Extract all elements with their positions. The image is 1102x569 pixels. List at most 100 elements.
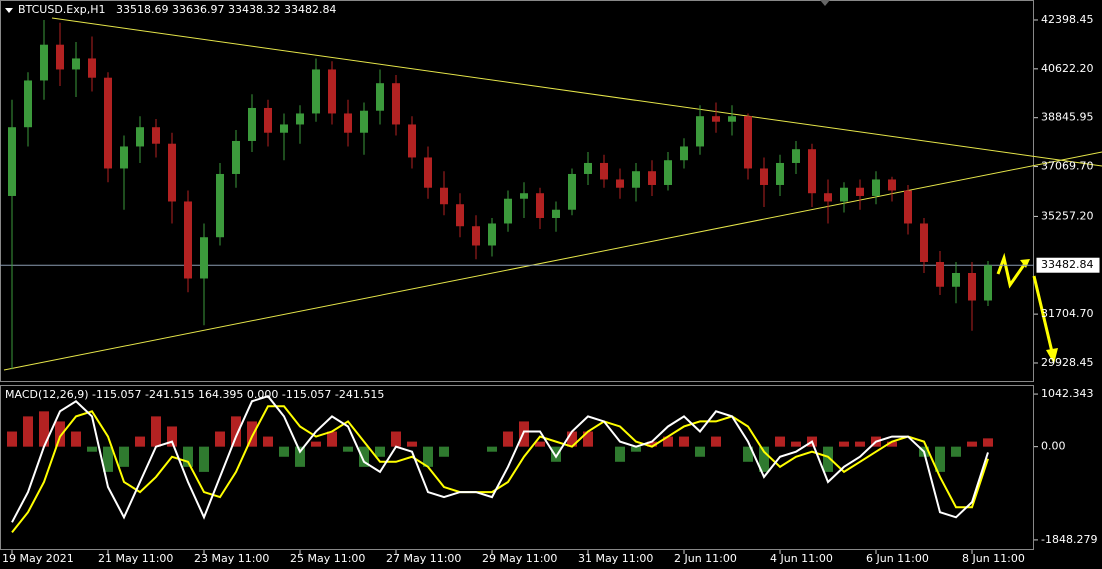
y-tick-label: 37069.70 [1041, 160, 1094, 173]
candle-body [600, 162, 608, 180]
candle-body [936, 261, 944, 287]
x-tick-label: 29 May 11:00 [482, 552, 557, 565]
candle-body [40, 44, 48, 81]
histogram-bar [119, 446, 129, 467]
histogram-bar [983, 438, 993, 447]
candle-body [552, 209, 560, 218]
candle-body [840, 187, 848, 202]
candle-body [968, 272, 976, 301]
histogram-bar [503, 431, 513, 447]
histogram-bar [519, 421, 529, 447]
candle-body [888, 179, 896, 191]
histogram-bar [215, 431, 225, 447]
candle-body [872, 179, 880, 196]
scroll-marker [820, 0, 830, 6]
histogram-bar [535, 441, 545, 447]
histogram-bar [231, 416, 241, 447]
histogram-bar [55, 421, 65, 447]
histogram-bar [663, 436, 673, 447]
histogram-bar [839, 441, 849, 447]
projection-arrow [1032, 275, 1054, 353]
macd-line [11, 395, 989, 523]
x-tick-label: 2 Jun 11:00 [674, 552, 737, 565]
histogram-bar [551, 446, 561, 462]
histogram-bar [967, 441, 977, 447]
histogram-bar [247, 421, 257, 447]
candle-body [648, 171, 656, 185]
candle-body [312, 69, 320, 114]
x-tick-label: 25 May 11:00 [290, 552, 365, 565]
candle-body [424, 157, 432, 188]
histogram-bar [935, 446, 945, 472]
x-tick-label: 31 May 11:00 [578, 552, 653, 565]
histogram-bar [135, 436, 145, 447]
candle-body [536, 193, 544, 218]
signal-line [11, 405, 989, 534]
candle-body [856, 187, 864, 196]
y-tick-label: 38845.95 [1041, 111, 1094, 124]
candle-body [824, 193, 832, 202]
histogram-bar [423, 446, 433, 467]
histogram-bar [951, 446, 961, 457]
y-tick-label: 40622.20 [1041, 62, 1094, 75]
histogram-bar [887, 441, 897, 447]
price-panel [0, 0, 1034, 382]
macd-title: MACD(12,26,9) -115.057 -241.515 164.395 … [5, 388, 384, 401]
histogram-bar [679, 436, 689, 447]
histogram-bar [711, 436, 721, 447]
candle-body [680, 146, 688, 161]
candle-body [760, 168, 768, 185]
y-tick-label: 29928.45 [1041, 356, 1094, 369]
histogram-bar [23, 416, 33, 447]
macd-panel [0, 385, 1034, 550]
histogram-bar [311, 441, 321, 447]
x-tick-label: 4 Jun 11:00 [770, 552, 833, 565]
histogram-bar [439, 446, 449, 457]
menu-arrow [5, 8, 13, 13]
projection-arrow [996, 252, 1028, 289]
candle-body [568, 173, 576, 210]
histogram-bar [583, 431, 593, 447]
candle-body [72, 58, 80, 70]
candle-body [200, 237, 208, 279]
candle-body [984, 265, 992, 301]
candle-body [168, 143, 176, 202]
histogram-bar [167, 426, 177, 447]
candle-body [808, 149, 816, 194]
x-tick-label: 21 May 11:00 [98, 552, 173, 565]
candle-body [152, 127, 160, 144]
histogram-bar [327, 431, 337, 447]
x-tick-label: 19 May 2021 [2, 552, 74, 565]
histogram-bar [295, 446, 305, 467]
histogram-bar [183, 446, 193, 467]
histogram-bar [631, 446, 641, 452]
histogram-bar [391, 431, 401, 447]
histogram-bar [87, 446, 97, 452]
histogram-bar [743, 446, 753, 462]
candle-body [456, 204, 464, 227]
candle-body [392, 83, 400, 125]
trend-line [51, 17, 1102, 167]
candle-body [696, 116, 704, 147]
candle-body [488, 223, 496, 246]
candle-body [712, 116, 720, 122]
candle-body [440, 187, 448, 205]
candle-body [296, 113, 304, 125]
candle-body [344, 113, 352, 133]
candle-body [616, 179, 624, 188]
x-tick-label: 27 May 11:00 [386, 552, 461, 565]
y-tick-label: 35257.20 [1041, 209, 1094, 222]
candle-body [280, 124, 288, 133]
candle-body [248, 107, 256, 141]
candle-body [8, 127, 16, 196]
candle-body [24, 80, 32, 128]
histogram-bar [7, 431, 17, 447]
histogram-bar [647, 441, 657, 447]
histogram-bar [759, 446, 769, 472]
candle-body [136, 127, 144, 147]
current-price-label: 33482.84 [1041, 258, 1094, 271]
candle-body [952, 272, 960, 287]
